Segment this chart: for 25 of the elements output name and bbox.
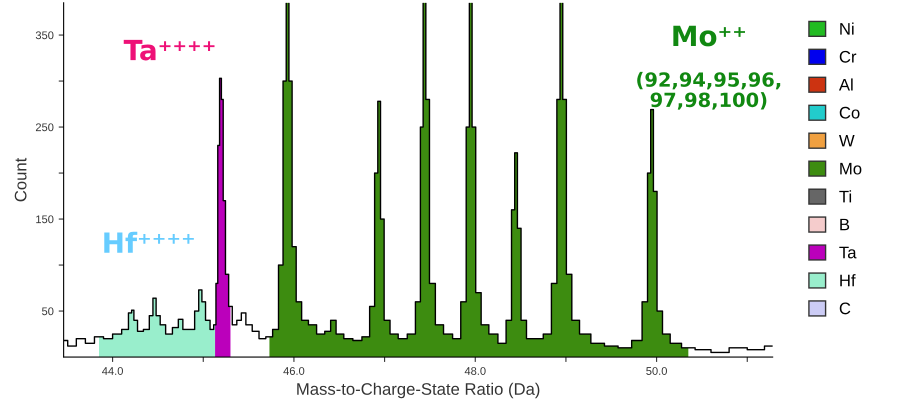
legend-label: Ni: [840, 22, 854, 35]
annotation: Hf⁺⁺⁺⁺: [104, 232, 194, 253]
x-tick-label: 44.0: [102, 367, 123, 375]
legend-label: Co: [840, 106, 860, 119]
annotation: (92,94,95,96, 97,98,100): [637, 72, 780, 110]
legend-label: C: [840, 302, 850, 314]
x-tick-label: 48.0: [464, 367, 486, 375]
legend-label: Mo: [840, 162, 862, 175]
legend-label: Ta: [839, 246, 857, 258]
legend-label: Al: [838, 78, 853, 90]
annotation: Ta⁺⁺⁺⁺: [124, 40, 215, 61]
y-tick-label: 50: [42, 307, 54, 316]
legend-label: B: [840, 218, 850, 230]
y-tick-label: 250: [36, 123, 54, 132]
y-tick-label: 350: [36, 31, 54, 40]
y-axis-title: Count: [14, 158, 27, 202]
x-tick-label: 46.0: [283, 367, 304, 375]
legend-label: Cr: [840, 50, 856, 63]
x-tick-label: 50.0: [646, 367, 667, 375]
annotation: Mo⁺⁺: [673, 26, 746, 46]
legend-label: Hf: [840, 274, 856, 286]
y-tick-label: 150: [36, 215, 54, 224]
legend-label: W: [838, 134, 855, 146]
x-axis-title: Mass-to-Charge-State Ratio (Da): [297, 382, 540, 398]
legend-label: Ti: [839, 190, 852, 202]
